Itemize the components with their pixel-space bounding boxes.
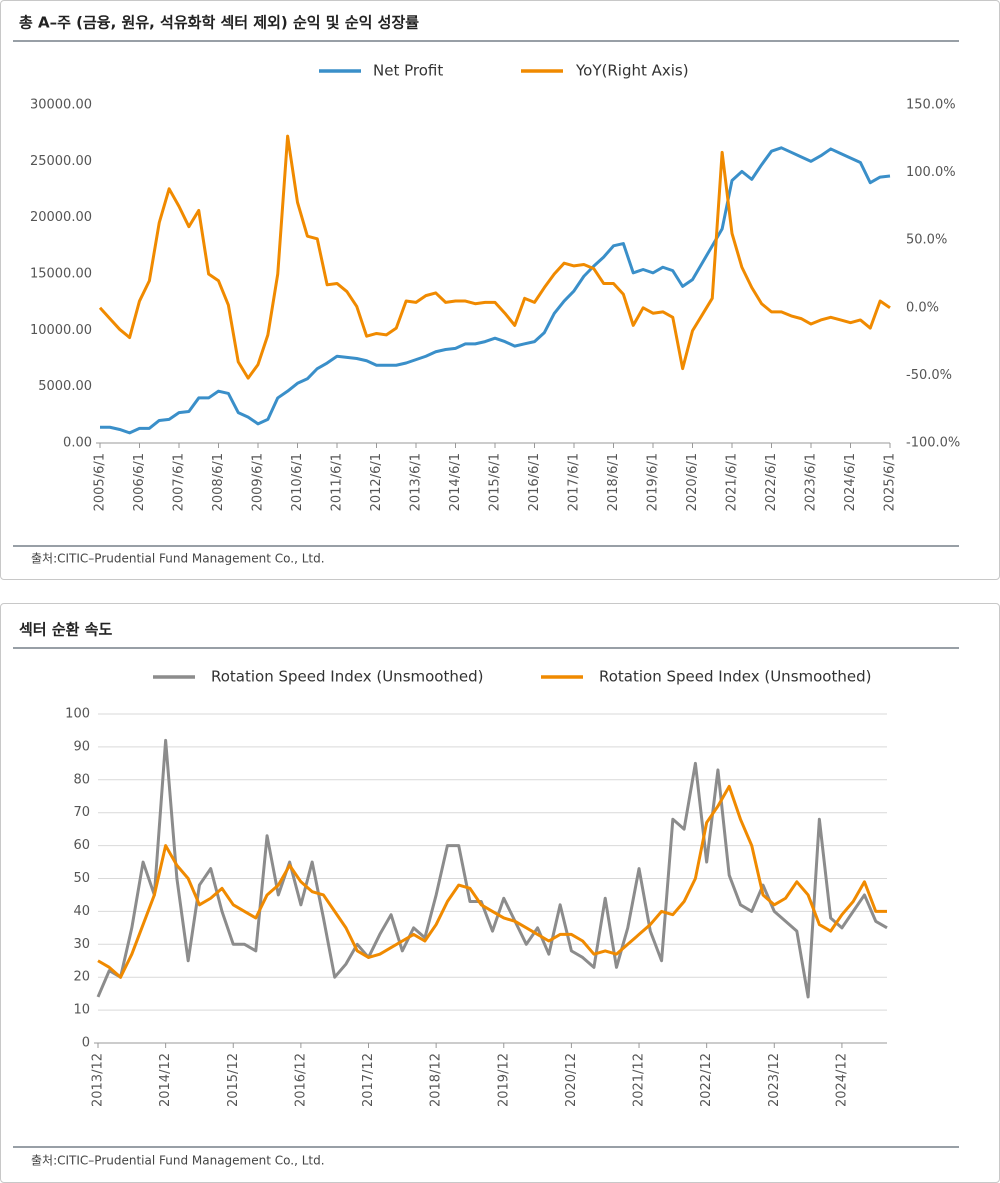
series-line xyxy=(96,738,888,999)
x-tick-label: 2022/6/1 xyxy=(764,453,779,511)
y-tick-label: 60 xyxy=(73,838,90,853)
x-tick-label: 2011/6/1 xyxy=(330,453,345,511)
legend-label: Rotation Speed Index (Unsmoothed) xyxy=(599,668,871,686)
x-tick-label: 2023/12 xyxy=(767,1053,782,1107)
legend-label: Rotation Speed Index (Unsmoothed) xyxy=(211,668,483,686)
chart: 총 A–주 (금융, 원유, 석유화학 섹터 제외) 순익 및 순익 성장률출처… xyxy=(13,14,960,566)
x-tick-label: 2006/6/1 xyxy=(132,453,147,511)
x-tick-label: 2024/6/1 xyxy=(843,453,858,511)
series-line xyxy=(98,134,891,380)
y-tick-label: 10 xyxy=(73,1003,90,1018)
x-tick-label: 2025/6/1 xyxy=(883,453,898,511)
y2-tick-label: -100.0% xyxy=(906,436,960,451)
x-tick-label: 2017/12 xyxy=(361,1053,376,1107)
x-tick-label: 2018/6/1 xyxy=(606,453,621,511)
y-tick-label: 50 xyxy=(73,871,90,886)
x-tick-label: 2022/12 xyxy=(699,1053,714,1107)
y-tick-label: 10000.00 xyxy=(30,323,92,338)
y2-tick-label: -50.0% xyxy=(906,368,952,383)
x-tick-label: 2015/12 xyxy=(226,1053,241,1107)
x-tick-label: 2009/6/1 xyxy=(251,453,266,511)
y-tick-label: 90 xyxy=(73,739,90,754)
x-tick-label: 2014/12 xyxy=(158,1053,173,1107)
y-tick-label: 100 xyxy=(65,707,90,722)
y-tick-label: 30000.00 xyxy=(30,98,92,113)
y2-tick-label: 50.0% xyxy=(906,233,947,248)
x-tick-label: 2013/6/1 xyxy=(409,453,424,511)
y-tick-label: 20000.00 xyxy=(30,210,92,225)
y-tick-label: 0.00 xyxy=(63,436,92,451)
y2-tick-label: 150.0% xyxy=(906,98,956,113)
x-tick-label: 2005/6/1 xyxy=(93,453,108,511)
y-tick-label: 20 xyxy=(73,970,90,985)
legend-label: Net Profit xyxy=(373,62,443,80)
y-tick-label: 40 xyxy=(73,904,90,919)
legend-label: YoY(Right Axis) xyxy=(575,62,689,80)
x-tick-label: 2014/6/1 xyxy=(448,453,463,511)
chart-title: 총 A–주 (금융, 원유, 석유화학 섹터 제외) 순익 및 순익 성장률 xyxy=(19,14,419,32)
x-tick-label: 2021/6/1 xyxy=(725,453,740,511)
source: 출처:CITIC–Prudential Fund Management Co.,… xyxy=(31,1154,325,1168)
series-line xyxy=(97,784,887,979)
x-tick-label: 2012/6/1 xyxy=(369,453,384,511)
y-tick-label: 30 xyxy=(73,937,90,952)
series-line xyxy=(100,146,891,435)
x-tick-label: 2016/6/1 xyxy=(527,453,542,511)
x-tick-label: 2019/12 xyxy=(496,1053,511,1107)
x-tick-label: 2010/6/1 xyxy=(290,453,305,511)
y-tick-label: 25000.00 xyxy=(30,154,92,169)
x-tick-label: 2008/6/1 xyxy=(211,453,226,511)
x-tick-label: 2015/6/1 xyxy=(488,453,503,511)
y-tick-label: 5000.00 xyxy=(38,379,92,394)
y-tick-label: 15000.00 xyxy=(30,267,92,282)
x-tick-label: 2024/12 xyxy=(834,1053,849,1107)
x-tick-label: 2019/6/1 xyxy=(646,453,661,511)
y-tick-label: 0 xyxy=(82,1036,90,1051)
x-tick-label: 2018/12 xyxy=(429,1053,444,1107)
source: 출처:CITIC–Prudential Fund Management Co.,… xyxy=(31,552,325,566)
y2-tick-label: 100.0% xyxy=(906,165,956,180)
x-tick-label: 2007/6/1 xyxy=(172,453,187,511)
y-tick-label: 70 xyxy=(73,805,90,820)
y-tick-label: 80 xyxy=(73,772,90,787)
x-tick-label: 2016/12 xyxy=(293,1053,308,1107)
x-tick-label: 2013/12 xyxy=(91,1053,106,1107)
x-tick-label: 2021/12 xyxy=(632,1053,647,1107)
x-tick-label: 2020/6/1 xyxy=(685,453,700,511)
x-tick-label: 2017/6/1 xyxy=(567,453,582,511)
x-tick-label: 2023/6/1 xyxy=(804,453,819,511)
chart-title: 섹터 순환 속도 xyxy=(19,621,112,639)
y2-tick-label: 0.0% xyxy=(906,300,939,315)
x-tick-label: 2020/12 xyxy=(564,1053,579,1107)
